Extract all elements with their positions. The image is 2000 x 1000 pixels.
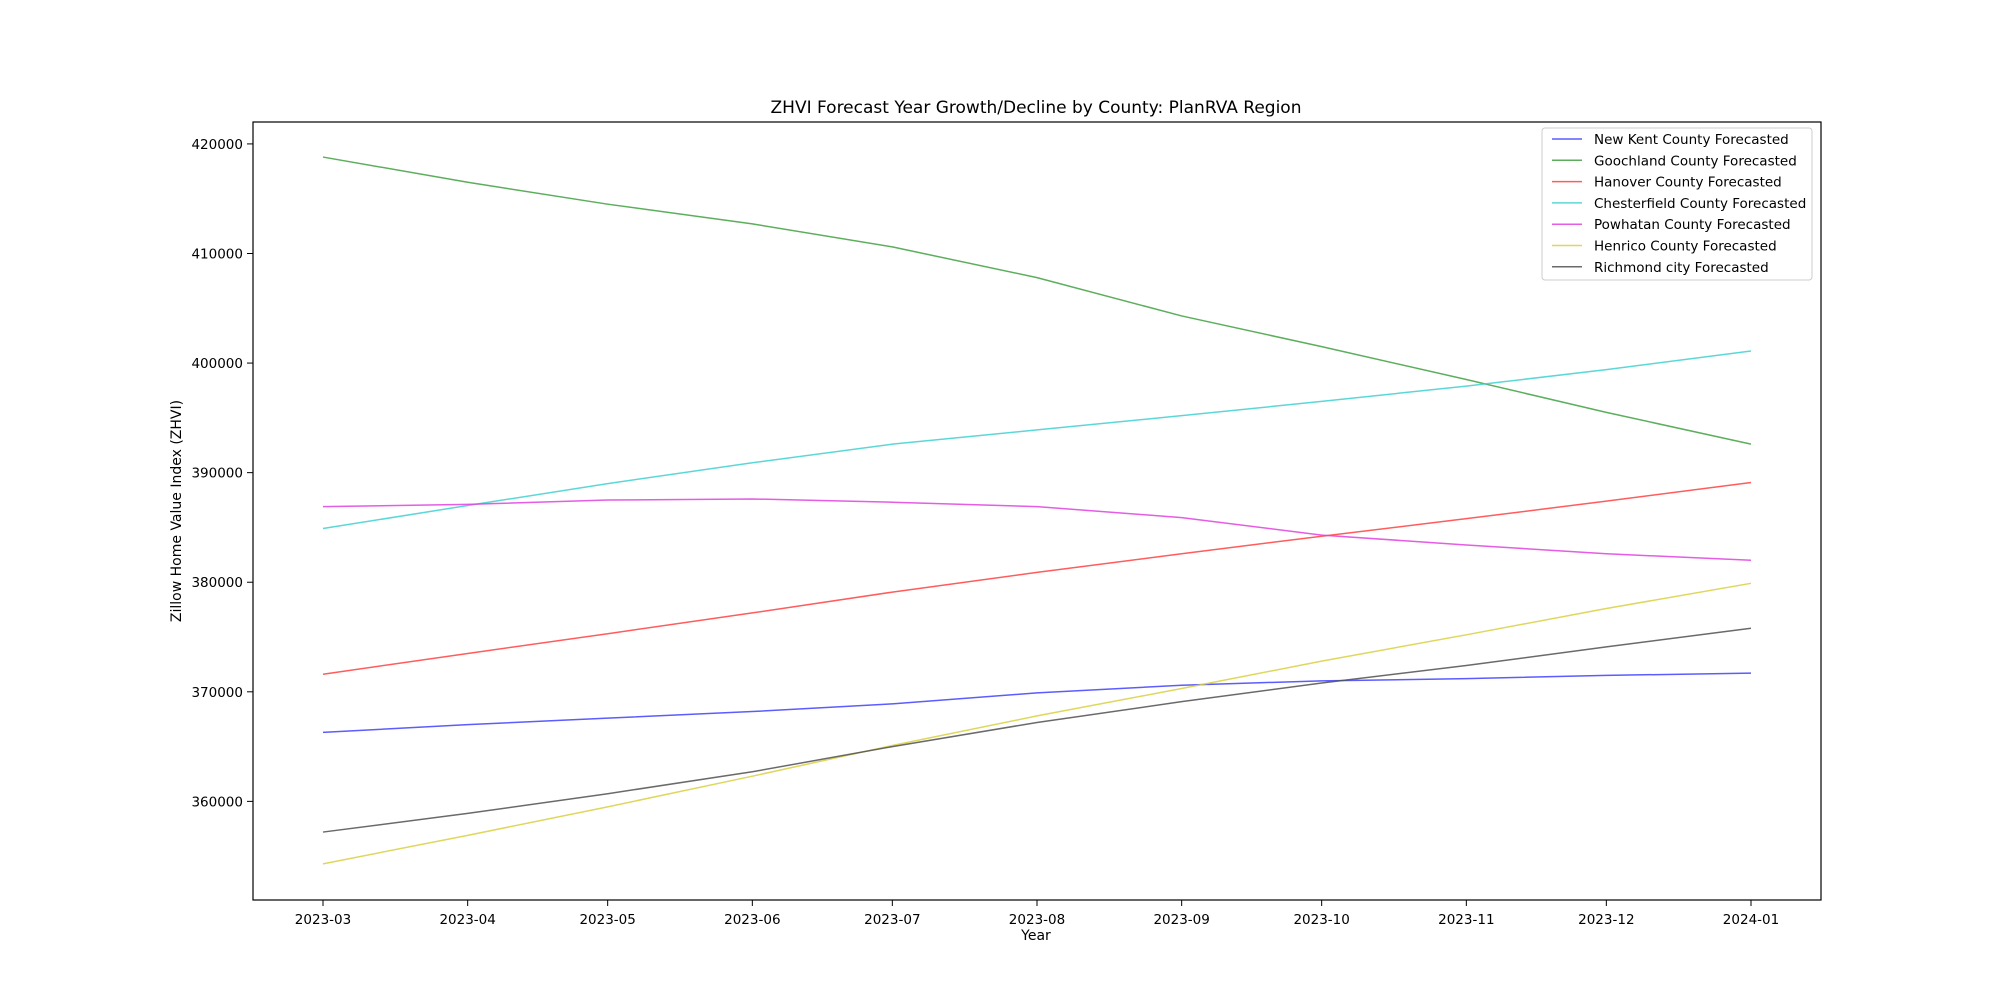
legend-label: New Kent County Forecasted bbox=[1594, 132, 1789, 148]
legend-label: Richmond city Forecasted bbox=[1594, 260, 1769, 276]
x-tick-label: 2023-11 bbox=[1438, 912, 1494, 928]
x-tick-label: 2023-10 bbox=[1293, 912, 1349, 928]
x-tick-label: 2023-07 bbox=[864, 912, 920, 928]
legend-label: Powhatan County Forecasted bbox=[1594, 217, 1791, 233]
series-line bbox=[322, 582, 1752, 865]
series-line bbox=[322, 156, 1752, 445]
y-axis-label: Zillow Home Value Index (ZHVI) bbox=[169, 400, 185, 622]
legend-label: Hanover County Forecasted bbox=[1594, 175, 1782, 191]
legend-item: Goochland County Forecasted bbox=[1552, 153, 1797, 169]
legend-item: Powhatan County Forecasted bbox=[1552, 217, 1791, 233]
legend-box bbox=[1541, 127, 1813, 281]
x-tick-label: 2023-05 bbox=[579, 912, 635, 928]
x-tick-label: 2023-09 bbox=[1153, 912, 1209, 928]
chart-title: ZHVI Forecast Year Growth/Decline by Cou… bbox=[771, 98, 1302, 118]
y-tick-label: 370000 bbox=[191, 685, 243, 701]
series-layer bbox=[322, 156, 1752, 865]
x-tick-label: 2023-08 bbox=[1009, 912, 1065, 928]
x-tick-label: 2023-12 bbox=[1578, 912, 1634, 928]
legend-label: Chesterfield County Forecasted bbox=[1594, 196, 1806, 212]
legend-label: Goochland County Forecasted bbox=[1594, 153, 1797, 169]
legend-item: Henrico County Forecasted bbox=[1552, 239, 1777, 255]
x-tick-label: 2023-06 bbox=[724, 912, 780, 928]
series-line bbox=[322, 350, 1752, 530]
x-tick-label: 2024-01 bbox=[1723, 912, 1779, 928]
legend-item: Chesterfield County Forecasted bbox=[1552, 196, 1806, 212]
y-tick-label: 410000 bbox=[191, 246, 243, 262]
x-tick-label: 2023-03 bbox=[295, 912, 351, 928]
y-tick-label: 420000 bbox=[191, 137, 243, 153]
x-axis-label: Year bbox=[1020, 928, 1051, 944]
x-tick-label: 2023-04 bbox=[439, 912, 495, 928]
plot-area: 2023-03 2023-04 2023-05 2023-06 2023-07 2023-… bbox=[191, 121, 1822, 928]
legend-item: New Kent County Forecasted bbox=[1552, 132, 1789, 148]
x-axis-ticks: 2023-03 2023-04 2023-05 2023-06 2023-07 2023-… bbox=[295, 900, 1779, 928]
y-axis-ticks: 360000 370000 380000 390000 400000 410000 4200… bbox=[191, 137, 253, 810]
legend-label: Henrico County Forecasted bbox=[1594, 239, 1777, 255]
series-line bbox=[322, 627, 1752, 833]
series-line bbox=[322, 672, 1752, 734]
legend: New Kent County Forecasted Goochland Coun… bbox=[1541, 127, 1813, 281]
series-line bbox=[322, 498, 1752, 562]
legend-item: Hanover County Forecasted bbox=[1552, 175, 1782, 191]
series-line bbox=[322, 481, 1752, 676]
y-tick-label: 380000 bbox=[191, 575, 243, 591]
legend-item: Richmond city Forecasted bbox=[1552, 260, 1769, 276]
legend-items: New Kent County Forecasted Goochland Coun… bbox=[1552, 132, 1806, 276]
y-tick-label: 360000 bbox=[191, 794, 243, 810]
y-tick-label: 390000 bbox=[191, 466, 243, 482]
y-tick-label: 400000 bbox=[191, 356, 243, 372]
